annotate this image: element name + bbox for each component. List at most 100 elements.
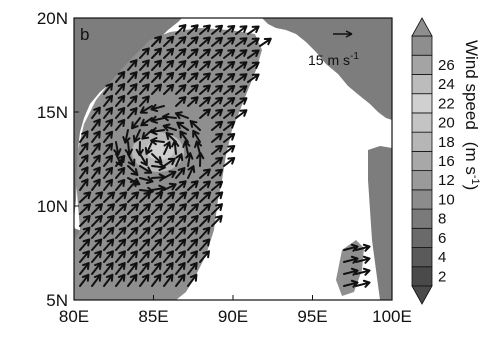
wind-arrow xyxy=(211,48,224,59)
wind-arrow xyxy=(211,36,224,47)
wind-arrow xyxy=(113,141,122,156)
wind-arrow xyxy=(103,130,114,143)
wind-vector-field xyxy=(79,24,371,288)
wind-arrow xyxy=(139,153,148,167)
wind-arrow xyxy=(115,106,126,119)
wind-arrow xyxy=(343,255,359,264)
wind-arrow xyxy=(223,61,236,71)
wind-arrow xyxy=(115,203,127,215)
wind-arrow xyxy=(199,36,211,47)
wind-arrow xyxy=(175,273,186,287)
wind-arrow xyxy=(151,203,163,215)
y-tick-label: 10N xyxy=(37,197,68,216)
wind-arrow xyxy=(151,214,163,227)
wind-arrow xyxy=(175,96,187,107)
wind-arrow xyxy=(151,191,164,203)
colorbar-segment xyxy=(411,227,433,248)
wind-arrow xyxy=(355,243,371,252)
reference-vector: 15 m s-1 xyxy=(308,30,359,68)
wind-arrow xyxy=(139,214,151,227)
colorbar-tick-label: 12 xyxy=(438,172,455,189)
wind-arrow xyxy=(127,107,138,119)
wind-arrow xyxy=(175,36,187,47)
wind-arrow xyxy=(163,203,175,215)
wind-arrow xyxy=(171,140,180,155)
colorbar-segment xyxy=(411,189,433,210)
wind-arrow xyxy=(199,24,211,35)
wind-arrow xyxy=(163,226,175,239)
wind-arrow xyxy=(139,203,151,215)
wind-arrow xyxy=(163,273,174,287)
wind-arrow xyxy=(91,214,103,227)
wind-arrow xyxy=(199,84,211,95)
colorbar-tick-label: 26 xyxy=(438,57,455,74)
wind-arrow xyxy=(139,238,151,251)
wind-arrow xyxy=(127,83,138,95)
wind-arrow xyxy=(187,84,199,95)
wind-arrow xyxy=(247,73,260,83)
wind-arrow xyxy=(79,250,90,263)
colorbar-tick-label: 6 xyxy=(438,230,446,247)
colorbar-tick-label: 16 xyxy=(438,153,455,170)
reference-vector-label: 15 m s-1 xyxy=(308,51,359,68)
wind-arrow xyxy=(103,142,114,155)
wind-arrow xyxy=(127,153,136,167)
wind-arrow xyxy=(211,144,224,155)
wind-arrow xyxy=(211,24,224,35)
wind-arrow xyxy=(199,250,210,263)
wind-arrow xyxy=(185,152,194,167)
wind-arrow xyxy=(103,154,114,167)
wind-arrow xyxy=(115,238,127,251)
wind-arrow xyxy=(127,250,138,263)
colorbar-title: Wind speed (m s-1) xyxy=(462,40,481,190)
wind-arrow xyxy=(163,262,174,275)
colorbar-segment xyxy=(411,54,433,75)
wind-arrow xyxy=(211,168,224,179)
wind-arrow xyxy=(127,226,139,239)
reference-label-sup: -1 xyxy=(350,51,359,62)
wind-arrow xyxy=(247,49,260,59)
wind-arrow xyxy=(91,166,101,179)
wind-arrow xyxy=(187,165,196,179)
wind-arrow xyxy=(140,117,153,127)
wind-arrow xyxy=(151,273,162,287)
wind-arrow xyxy=(163,83,175,95)
wind-arrow xyxy=(182,140,191,155)
wind-arrow xyxy=(79,191,92,203)
wind-arrow xyxy=(103,94,114,107)
wind-arrow xyxy=(199,238,211,251)
wind-arrow xyxy=(187,96,199,107)
wind-arrow xyxy=(235,37,248,47)
wind-arrow xyxy=(175,203,187,215)
colorbar-tick-label: 8 xyxy=(438,211,446,228)
wind-arrow xyxy=(150,115,165,124)
wind-arrow xyxy=(127,71,138,83)
wind-arrow xyxy=(163,191,176,203)
colorbar-segment xyxy=(411,131,433,152)
wind-arrow xyxy=(355,255,371,264)
wind-arrow xyxy=(175,191,188,203)
wind-arrow xyxy=(211,108,224,119)
wind-arrow xyxy=(139,250,150,263)
wind-arrow xyxy=(223,73,236,83)
wind-arrow xyxy=(235,49,248,59)
wind-arrow xyxy=(139,83,150,95)
wind-arrow xyxy=(115,273,126,287)
wind-arrow xyxy=(175,60,187,71)
wind-arrow xyxy=(175,167,186,179)
wind-arrow xyxy=(187,273,198,287)
wind-arrow xyxy=(91,273,102,287)
wind-arrow xyxy=(223,37,236,47)
colorbar-extend-top xyxy=(411,17,433,37)
wind-arrow xyxy=(163,238,175,251)
wind-arrow xyxy=(151,184,166,193)
wind-arrow xyxy=(139,59,150,71)
wind-arrow xyxy=(187,238,199,251)
reference-label-main: 15 m s xyxy=(308,52,350,68)
wind-arrow xyxy=(199,96,211,107)
wind-arrow xyxy=(223,97,236,107)
wind-arrow xyxy=(175,24,187,35)
wind-arrow xyxy=(103,82,114,95)
wind-arrow xyxy=(235,97,248,107)
wind-arrow xyxy=(115,226,127,239)
